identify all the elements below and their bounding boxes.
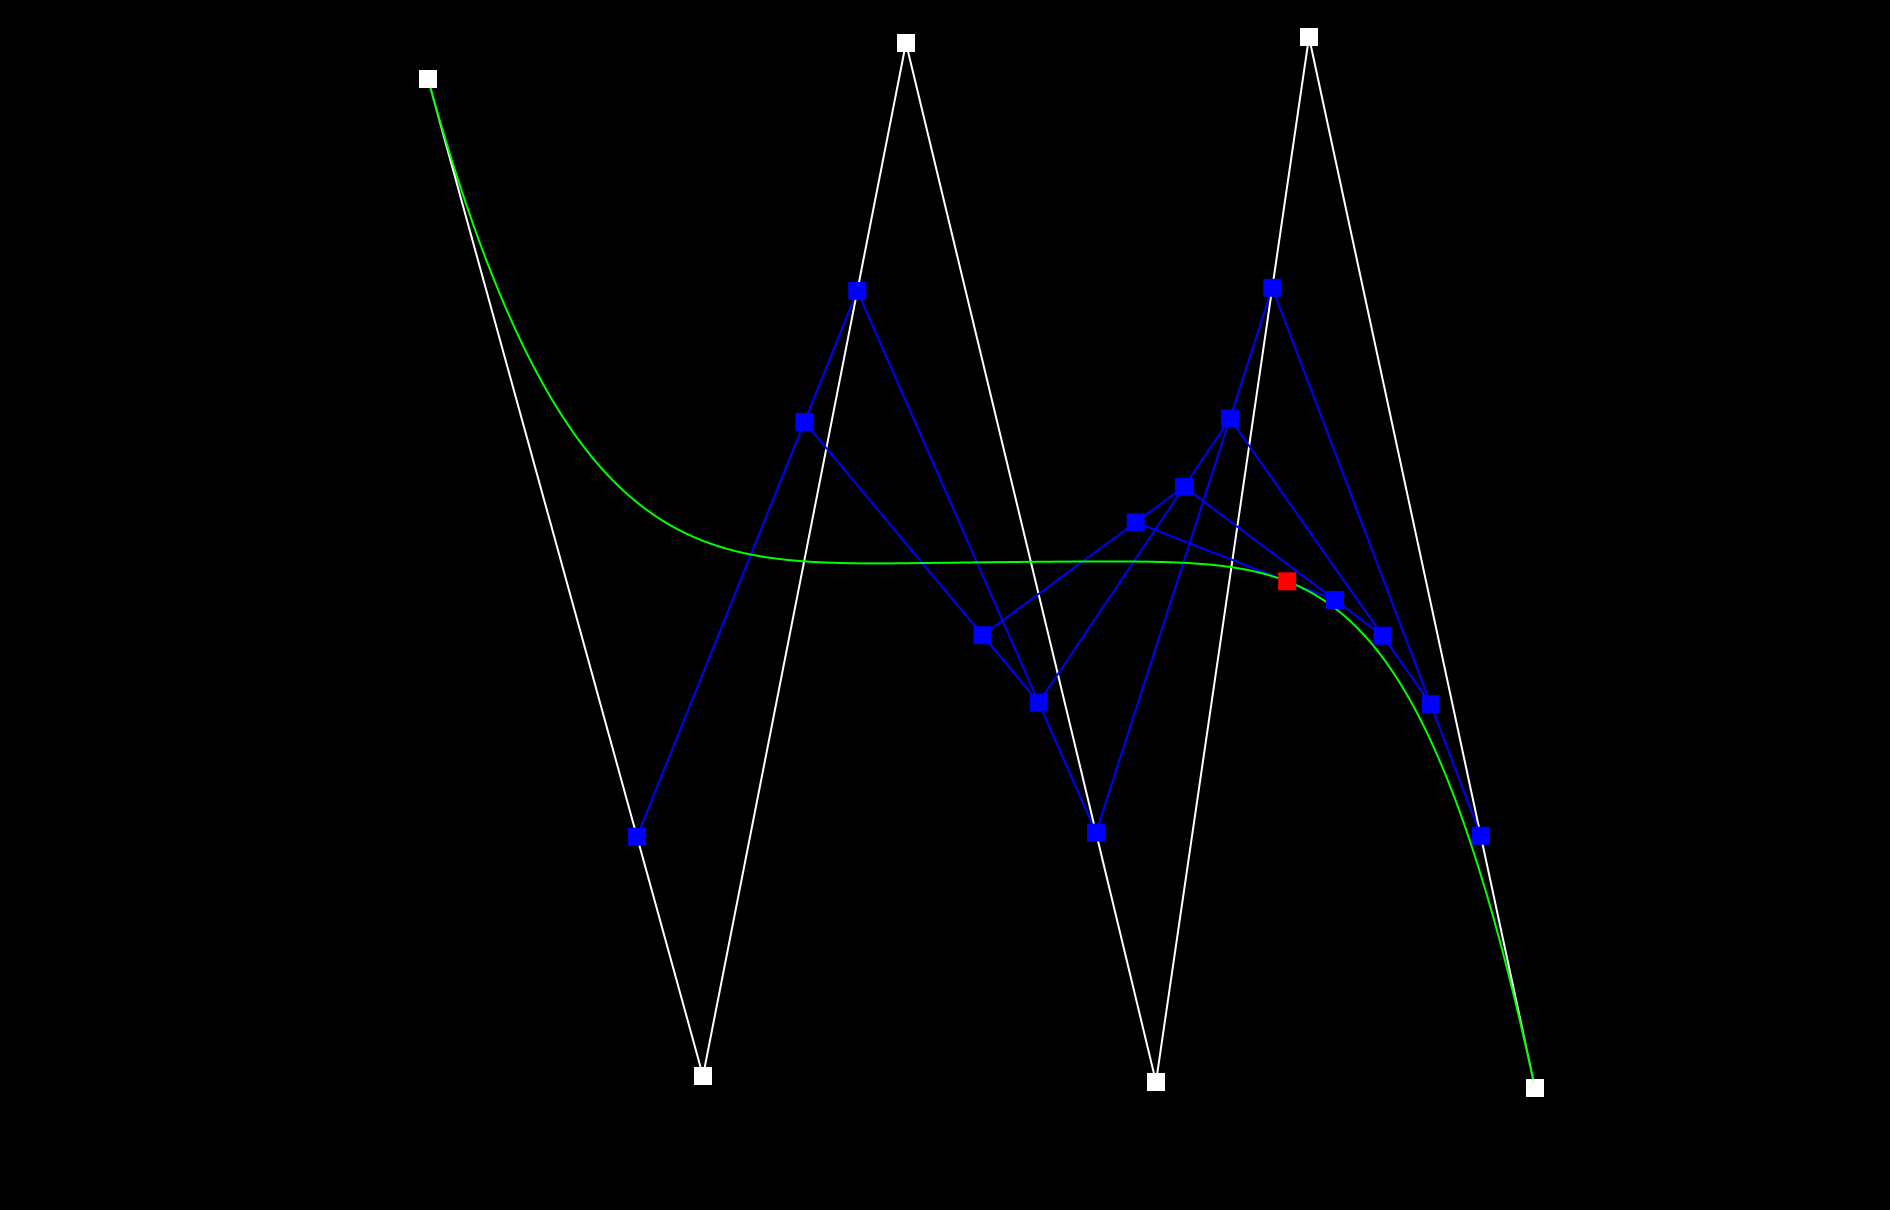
construction-point — [1373, 626, 1392, 645]
construction-point — [1421, 695, 1440, 714]
control-point-handle[interactable] — [419, 70, 437, 88]
control-point-handle[interactable] — [1147, 1073, 1165, 1091]
construction-point — [973, 626, 992, 645]
construction-point — [1126, 513, 1145, 532]
construction-point — [1325, 590, 1344, 609]
control-polygon-segment — [702, 42, 907, 1077]
construction-point — [848, 281, 867, 300]
control-polygon-segment — [427, 78, 704, 1077]
construction-point — [795, 412, 814, 431]
bezier-curve-layer — [427, 78, 1536, 1089]
control-polygon-segment — [1308, 36, 1536, 1089]
construction-segment — [1183, 485, 1384, 637]
construction-point — [1029, 693, 1048, 712]
control-point-handle[interactable] — [1300, 28, 1318, 46]
construction-segment — [1229, 417, 1432, 705]
construction-point — [1471, 826, 1490, 845]
construction-segment — [1095, 287, 1274, 833]
construction-segment — [636, 290, 859, 838]
construction-point — [1087, 823, 1105, 842]
construction-segment — [1271, 287, 1482, 837]
control-point-handle[interactable] — [694, 1067, 712, 1085]
control-point-handle[interactable] — [1526, 1079, 1544, 1097]
construction-point — [628, 827, 646, 846]
evaluated-curve-point — [1278, 572, 1297, 591]
construction-point — [1263, 278, 1282, 297]
bezier-curve — [427, 78, 1536, 1089]
point-markers — [419, 28, 1544, 1097]
construction-point — [1175, 477, 1194, 496]
construction-point — [1220, 409, 1239, 428]
control-point-handle[interactable] — [897, 34, 915, 52]
